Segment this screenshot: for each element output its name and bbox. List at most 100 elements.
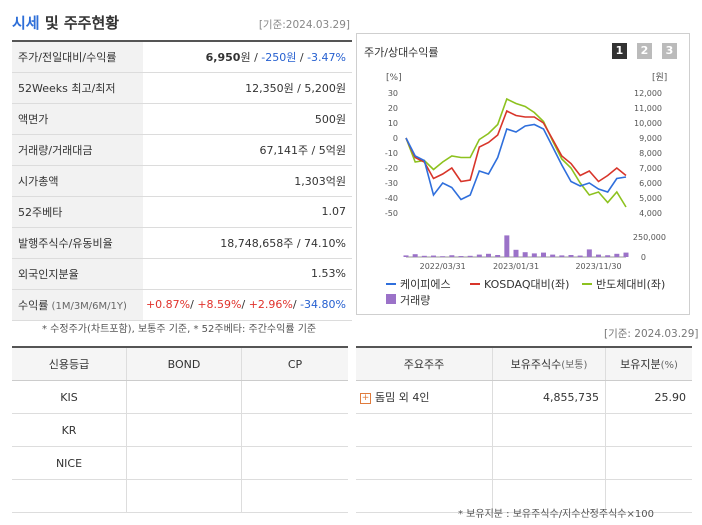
table-row: 52Weeks 최고/최저 12,350원 / 5,200원 [12,72,352,104]
table-row: 액면가 500원 [12,103,352,135]
expand-icon[interactable]: + [360,392,371,404]
price-chart: 30 20 10 0 -10 -20 -30 -40 -50 12,000 11,000 10,000… [385,72,667,307]
footnote: * 수정주가(차트포함), 보통주 기준, * 52주베타: 주간수익률 기준 [42,324,317,335]
table-row: 52주베타 1.07 [12,196,352,228]
left-tick-label: -50 [385,209,398,218]
right-tick-label: 6,000 [639,179,662,188]
left-tick-label: 20 [388,104,398,113]
cp-cell [241,446,348,480]
left-tick-label: -10 [385,149,398,158]
legend-label-kosdaq: KOSDAQ대비(좌) [484,278,569,291]
row-label: 시가총액 [12,165,143,197]
kosdaq-relative-line [405,109,627,183]
volume-bar [486,253,491,257]
volume-bar [522,252,528,257]
x-tick-label: 2023/01/31 [493,262,539,271]
volume-bar [531,253,537,257]
volume-bar [614,253,620,257]
legend-label-semi: 반도체대비(좌) [596,278,665,291]
price-value: 6,950원 / -250원 / -3.47% [143,41,352,73]
table-row: 수익률 (1M/3M/6M/1Y) +0.87%/ +8.59%/ +2.96%… [12,289,352,321]
row-value: 1.53% [143,258,352,290]
volume-bar [504,235,510,257]
table-row: NICE [12,446,348,480]
volume-tick-label: 0 [641,253,646,262]
left-unit: [%] [386,73,402,83]
right-tick-label: 10,000 [634,119,662,128]
legend-label-volume: 거래량 [400,294,430,307]
chart-page-1-button[interactable]: 1 [612,43,627,59]
volume-bar [586,249,592,257]
left-tick-label: -20 [385,164,398,173]
holder-name-cell[interactable]: + 돔밈 외 4인 [356,380,493,414]
row-value: 1.07 [143,196,352,228]
x-tick-label: 2023/11/30 [575,262,621,271]
row-label: 52Weeks 최고/최저 [12,72,143,104]
right-tick-label: 5,000 [639,194,662,203]
chart-title: 주가/상대수익률 [364,46,439,59]
table-row: 거래량/거래대금 67,141주 / 5억원 [12,134,352,166]
chart-page-3-button[interactable]: 3 [662,43,677,59]
volume-bar [541,252,546,257]
column-header: 신용등급 [12,347,127,381]
table-row: 시가총액 1,303억원 [12,165,352,197]
chart-page-2-button[interactable]: 2 [637,43,652,59]
agency-cell [12,479,127,513]
volume-bar [403,255,409,257]
row-label: 수익률 (1M/3M/6M/1Y) [12,289,143,321]
bond-cell [126,413,242,447]
credit-rating-table: 신용등급 BOND CP KIS KR NICE [12,346,348,513]
legend-swatch-volume [386,294,396,304]
row-value: 1,303억원 [143,165,352,197]
table-row: 외국인지분율 1.53% [12,258,352,290]
agency-cell: KR [12,413,127,447]
left-tick-label: -40 [385,194,398,203]
volume-bar [623,252,629,257]
volume-bar [577,255,583,257]
volume-bar [467,255,473,257]
volume-bar [476,254,482,257]
bond-cell [126,446,242,480]
table-row [12,479,348,513]
left-tick-label: -30 [385,179,398,188]
table-row [356,413,692,447]
cp-cell [241,479,348,513]
as-of-date: [기준:2024.03.29] [258,19,350,31]
volume-bar [421,255,427,257]
volume-bar [431,255,436,257]
major-holders-table: 주요주주 보유주식수(보통) 보유지분(%) + 돔밈 외 4인 4,855,73… [356,346,692,513]
left-tick-label: 10 [388,119,398,128]
volume-bar [449,255,455,257]
table-row: + 돔밈 외 4인 4,855,735 25.90 [356,380,692,414]
right-tick-label: 4,000 [639,209,662,218]
quote-table: 주가/전일대비/수익률 6,950원 / -250원 / -3.47% 52We… [12,40,352,321]
price-line [405,123,627,201]
holders-as-of-date: [기준: 2024.03.29] [604,328,699,340]
row-value: 500원 [143,103,352,135]
right-tick-label: 12,000 [634,89,662,98]
column-header: BOND [126,347,242,381]
table-row: KIS [12,380,348,414]
returns-value: +0.87%/ +8.59%/ +2.96%/ -34.80% [143,289,352,321]
table-row [356,446,692,480]
column-header: 보유주식수(보통) [492,347,606,381]
right-unit: [원] [652,72,667,83]
volume-bar [596,254,601,257]
cp-cell [241,413,348,447]
row-label: 액면가 [12,103,143,135]
volume-bar [412,254,418,257]
agency-cell: KIS [12,380,127,414]
right-tick-label: 7,000 [639,164,662,173]
left-tick-label: 0 [393,134,398,143]
column-header: 보유지분(%) [605,347,692,381]
volume-bar [440,256,446,257]
table-row: KR [12,413,348,447]
row-label: 거래량/거래대금 [12,134,143,166]
volume-bar [568,255,574,257]
row-value: 18,748,658주 / 74.10% [143,227,352,259]
table-row: 발행주식수/유동비율 18,748,658주 / 74.10% [12,227,352,259]
table-row: 주가/전일대비/수익률 6,950원 / -250원 / -3.47% [12,41,352,73]
cp-cell [241,380,348,414]
column-header: 주요주주 [356,347,493,381]
chart-panel [356,33,690,315]
